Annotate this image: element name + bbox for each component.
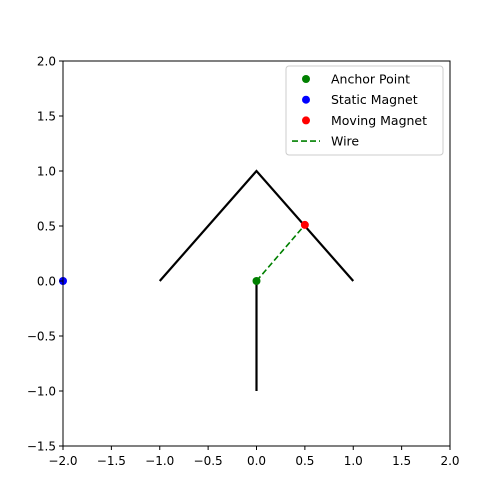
y-tick-label: 0.5 [37, 219, 56, 233]
y-tick-label: 0.0 [37, 274, 56, 288]
legend-marker-anchor-point [302, 75, 310, 83]
legend-label-anchor-point: Anchor Point [331, 72, 410, 87]
x-tick-label: 2.0 [440, 454, 459, 468]
structure-lines [158, 169, 355, 391]
x-axis: −2.0 −1.5 −1.0 −0.5 0.0 0.5 1.0 1.5 2.0 [48, 446, 460, 468]
x-tick-label: 1.0 [344, 454, 363, 468]
point-moving-magnet [300, 220, 309, 229]
y-axis: −1.5 −1.0 −0.5 0.0 0.5 1.0 1.5 2.0 [27, 54, 63, 453]
x-tick-label: −0.5 [194, 454, 223, 468]
x-tick-label: −2.0 [48, 454, 77, 468]
x-tick-label: 0.5 [295, 454, 314, 468]
point-anchor-point [252, 277, 261, 285]
y-tick-label: 1.0 [37, 164, 56, 178]
legend-marker-moving-magnet [302, 116, 310, 125]
y-tick-label: −0.5 [27, 329, 56, 343]
legend-label-wire: Wire [331, 134, 359, 149]
legend-label-moving-magnet: Moving Magnet [331, 113, 427, 128]
y-tick-label: 2.0 [37, 54, 56, 68]
x-tick-label: 0.0 [247, 454, 266, 468]
legend-marker-static-magnet [302, 95, 310, 104]
x-tick-label: −1.5 [97, 454, 126, 468]
series-line-wire [255, 224, 306, 282]
y-tick-label: −1.5 [27, 439, 56, 453]
x-tick-label: −1.0 [145, 454, 174, 468]
legend: Anchor Point Static Magnet Moving Magnet Wi… [285, 65, 444, 156]
x-tick-label: 1.5 [392, 454, 411, 468]
structure-line-1 [158, 169, 355, 282]
legend-label-static-magnet: Static Magnet [331, 92, 418, 107]
y-tick-label: 1.5 [37, 109, 56, 123]
legend-box [285, 65, 444, 156]
y-tick-label: −1.0 [27, 384, 56, 398]
